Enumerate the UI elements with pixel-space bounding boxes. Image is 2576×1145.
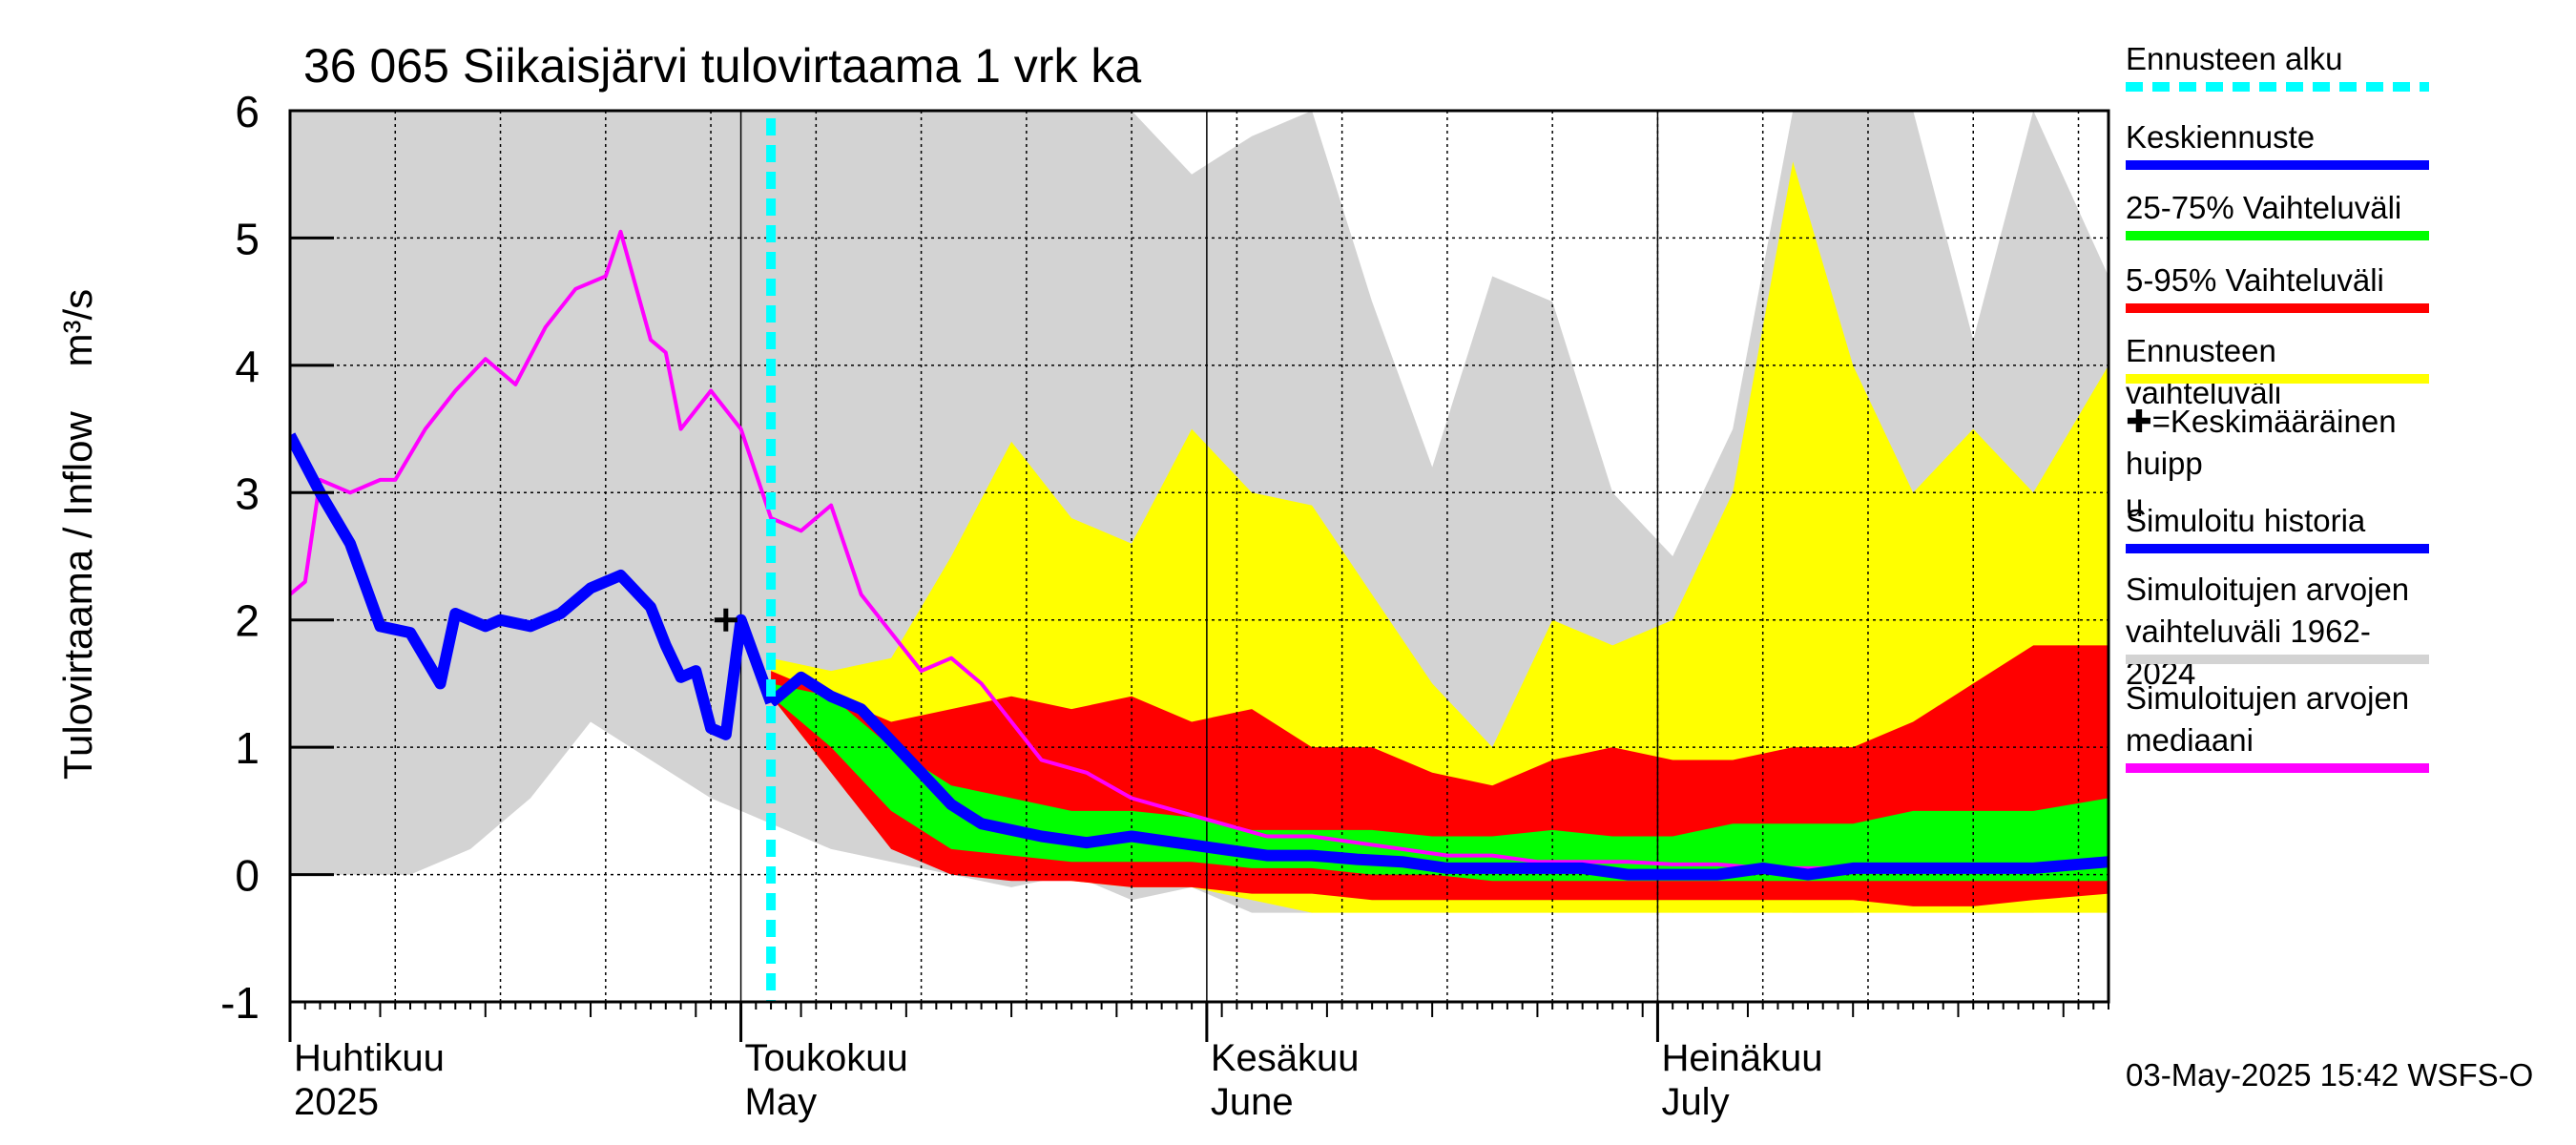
month-label-en: July xyxy=(1661,1081,1729,1123)
series-line-1 xyxy=(290,432,777,740)
legend-swatch xyxy=(2126,160,2429,170)
legend-swatch xyxy=(2126,231,2429,240)
legend-swatch xyxy=(2126,655,2429,664)
legend-swatch xyxy=(2126,303,2429,313)
chart-title: 36 065 Siikaisjärvi tulovirtaama 1 vrk k… xyxy=(303,39,1141,93)
y-tick-label: 4 xyxy=(235,342,260,391)
month-label-fi: Kesäkuu xyxy=(1211,1037,1360,1079)
legend-item: 25-75% Vaihteluväli xyxy=(2126,187,2431,240)
band-3 xyxy=(771,683,2109,882)
range-bands xyxy=(290,111,2109,913)
month-label-en: June xyxy=(1211,1081,1294,1123)
legend-item: ✚=Keskimääräinen huipp u xyxy=(2126,401,2431,527)
y-tick-label: -1 xyxy=(220,978,260,1028)
legend-label: ✚=Keskimääräinen huipp u xyxy=(2126,404,2397,523)
y-tick-label: 6 xyxy=(235,87,260,136)
legend-label: Ennusteen alku xyxy=(2126,41,2343,76)
plot-frame xyxy=(288,109,2110,1004)
y-tick-label: 0 xyxy=(235,851,260,901)
legend-swatch xyxy=(2126,544,2429,553)
month-label-fi: Huhtikuu xyxy=(294,1037,445,1079)
timestamp: 03-May-2025 15:42 WSFS-O xyxy=(2126,1057,2534,1093)
y-tick-label: 1 xyxy=(235,723,260,773)
series-line-2 xyxy=(767,671,2109,881)
legend-item: Ennusteen alku xyxy=(2126,38,2431,92)
legend-label: Simuloitujen arvojen vaihteluväli 1962-2… xyxy=(2126,572,2410,691)
legend-swatch xyxy=(2126,374,2429,384)
month-label-fi: Heinäkuu xyxy=(1661,1037,1822,1079)
legend-item: Simuloitujen arvojen mediaani xyxy=(2126,677,2431,773)
legend-swatch xyxy=(2126,82,2429,92)
legend-label: Simuloitu historia xyxy=(2126,503,2366,538)
legend-item: Simuloitujen arvojen vaihteluväli 1962-2… xyxy=(2126,569,2431,695)
legend-item: Simuloitu historia xyxy=(2126,500,2431,553)
y-tick-label: 2 xyxy=(235,596,260,646)
axes: -10123456Huhtikuu2025ToukokuuMayKesäkuuJ… xyxy=(220,87,2110,1123)
month-label-en: 2025 xyxy=(294,1081,379,1123)
mean-peak-marker xyxy=(714,608,737,632)
y-tick-label: 3 xyxy=(235,468,260,518)
series-line-0 xyxy=(290,229,2109,870)
month-label-fi: Toukokuu xyxy=(745,1037,908,1079)
legend-item: Ennusteen vaihteluväli xyxy=(2126,330,2431,414)
legend-label: 25-75% Vaihteluväli xyxy=(2126,190,2402,225)
legend-item: 5-95% Vaihteluväli xyxy=(2126,260,2431,313)
legend-label: Keskiennuste xyxy=(2126,119,2316,155)
legend-swatch xyxy=(2126,763,2429,773)
legend-item: Keskiennuste xyxy=(2126,116,2431,170)
y-axis-label: Tulovirtaama / Inflow m³/s xyxy=(55,289,100,780)
legend-label: 5-95% Vaihteluväli xyxy=(2126,262,2384,298)
series-lines xyxy=(290,118,2109,1002)
month-label-en: May xyxy=(745,1081,818,1123)
legend-label: Simuloitujen arvojen mediaani xyxy=(2126,680,2410,758)
y-tick-label: 5 xyxy=(235,214,260,263)
